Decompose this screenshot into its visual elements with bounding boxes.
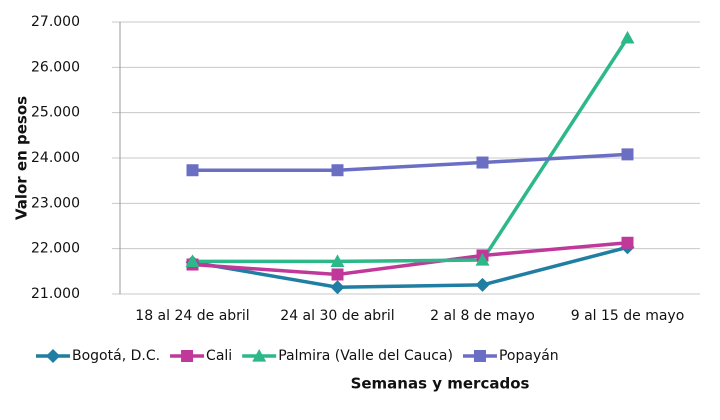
marker bbox=[330, 254, 345, 267]
y-tick-label: 22.000 bbox=[31, 241, 80, 257]
legend-label: Palmira (Valle del Cauca) bbox=[278, 348, 453, 364]
marker bbox=[46, 349, 60, 363]
y-tick-label: 24.000 bbox=[31, 150, 80, 166]
x-tick-label: 24 al 30 de abril bbox=[280, 308, 395, 324]
marker bbox=[620, 30, 635, 44]
x-tick-label: 2 al 8 de mayo bbox=[430, 308, 535, 324]
y-tick-label: 27.000 bbox=[31, 14, 80, 30]
y-tick-label: 23.000 bbox=[31, 195, 80, 211]
y-axis-title: Valor en pesos bbox=[13, 96, 31, 220]
marker bbox=[475, 253, 490, 266]
marker bbox=[331, 268, 344, 281]
marker bbox=[330, 280, 345, 295]
line bbox=[192, 36, 629, 264]
marker bbox=[621, 148, 634, 161]
marker bbox=[181, 350, 194, 362]
x-axis-title: Semanas y mercados bbox=[351, 375, 530, 393]
line bbox=[192, 152, 628, 172]
marker bbox=[186, 164, 199, 177]
legend-label: Cali bbox=[206, 348, 232, 364]
y-tick-label: 21.000 bbox=[31, 286, 80, 302]
legend-label: Popayán bbox=[499, 348, 559, 364]
marker bbox=[252, 349, 267, 362]
marker bbox=[476, 156, 489, 169]
line bbox=[192, 241, 628, 277]
legend-label: Bogotá, D.C. bbox=[72, 348, 160, 364]
y-tick-label: 25.000 bbox=[31, 105, 80, 121]
marker bbox=[473, 350, 486, 362]
marker bbox=[331, 164, 344, 177]
x-tick-label: 18 al 24 de abril bbox=[135, 308, 250, 324]
marker bbox=[621, 236, 634, 249]
marker bbox=[475, 277, 490, 292]
y-tick-label: 26.000 bbox=[31, 59, 80, 75]
x-tick-label: 9 al 15 de mayo bbox=[570, 308, 685, 324]
line bbox=[192, 245, 628, 289]
marker bbox=[185, 254, 200, 267]
